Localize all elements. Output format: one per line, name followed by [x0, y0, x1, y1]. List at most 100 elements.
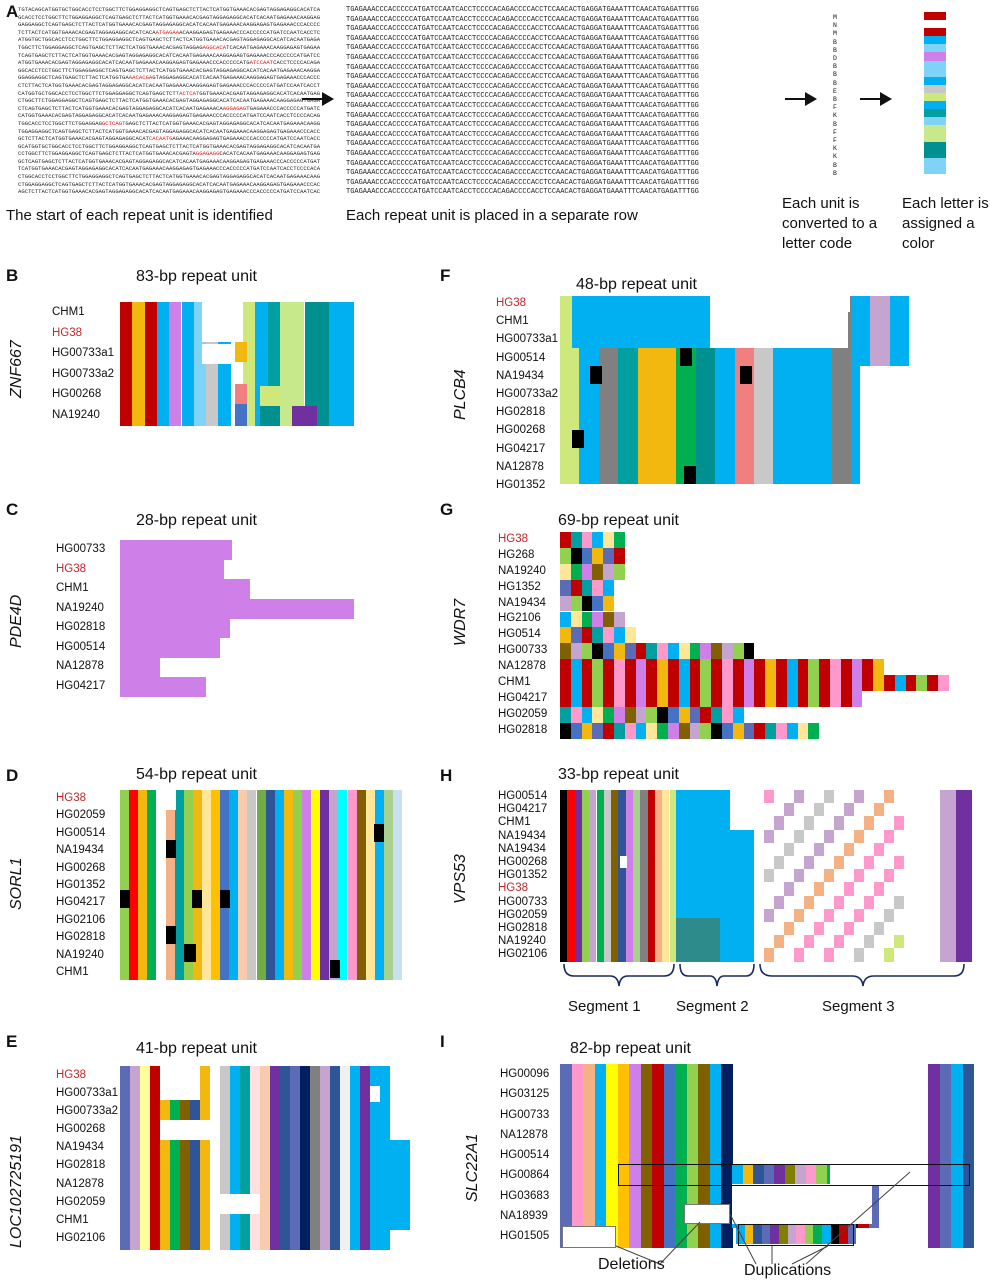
repeat-unit-cell: [646, 659, 658, 676]
panel-h-samples: HG00514 HG04217 CHM1 NA19434 NA19434 HG00268 H…: [498, 790, 547, 961]
blank-cell: [390, 1230, 410, 1250]
repeat-unit-column: [870, 1064, 882, 1248]
repeat-unit-cell: [235, 404, 247, 426]
repeat-unit-column: [200, 1066, 210, 1250]
repeat-unit-column: [370, 1066, 380, 1250]
repeat-unit-cell: [120, 559, 224, 580]
repeat-unit-cell: [624, 675, 636, 691]
repeat-unit-cell: [824, 829, 834, 843]
sample-label: NA19434: [496, 369, 544, 382]
repeat-unit-cell: [603, 627, 614, 644]
panel-g-heatmap: [560, 532, 970, 740]
deletion-box-right: [684, 1204, 730, 1224]
repeat-unit-cell: [581, 563, 593, 580]
repeat-unit-cell: [851, 675, 863, 691]
repeat-unit-cell: [614, 563, 625, 580]
panel-h-heatmap: [560, 790, 972, 962]
sample-label: HG00514: [56, 826, 106, 839]
letter-code: K: [833, 145, 837, 153]
sample-label: CHM1: [498, 676, 531, 689]
repeat-unit-cell: [873, 659, 884, 676]
repeat-unit-cell: [560, 706, 571, 723]
repeat-unit-cell: [678, 643, 690, 660]
blank-cell: [820, 296, 850, 312]
deletion-box-left: [562, 1226, 616, 1248]
repeat-unit-column: [721, 1064, 733, 1248]
panel-g-gene: WDR7: [452, 598, 469, 646]
color-swatch: [924, 44, 946, 53]
repeat-unit-cell: [614, 643, 625, 660]
sample-label: HG00514: [56, 640, 106, 653]
repeat-unit-cell: [819, 659, 830, 676]
repeat-unit-cell: [764, 790, 954, 910]
repeat-unit-column: [905, 1064, 917, 1248]
sample-label: HG02818: [498, 921, 548, 934]
repeat-unit-cell: [819, 675, 830, 691]
repeat-unit-cell: [765, 675, 776, 691]
repeat-unit-cell: [614, 706, 625, 723]
sample-label: HG00268: [52, 388, 102, 400]
blank-cell: [620, 856, 627, 868]
repeat-unit-column: [340, 1066, 350, 1250]
sample-label: NA19240: [56, 601, 104, 614]
repeat-unit-cell: [700, 659, 712, 676]
repeat-unit-cell: [765, 659, 776, 676]
repeat-unit-column: [709, 1064, 721, 1248]
repeat-unit-cell: [776, 659, 787, 676]
sample-label: HG38: [496, 297, 527, 309]
missing-cell: [740, 366, 752, 384]
repeat-unit-column: [374, 790, 384, 980]
panel-f-title: 48-bp repeat unit: [576, 276, 697, 293]
segment-1-label: Segment 1: [568, 998, 641, 1015]
missing-cell: [120, 890, 130, 908]
repeat-unit-cell: [784, 882, 794, 896]
panel-i-gene: SLC22A1: [464, 1133, 481, 1203]
repeat-unit-column: [633, 790, 641, 962]
repeat-unit-cell: [614, 611, 625, 628]
repeat-unit-cell: [260, 386, 280, 406]
repeat-unit-cell: [603, 643, 614, 660]
repeat-unit-column: [662, 790, 670, 962]
repeat-unit-cell: [581, 547, 593, 564]
repeat-unit-column: [893, 1064, 905, 1248]
repeat-unit-cell: [776, 722, 787, 739]
repeat-unit-cell: [776, 675, 787, 691]
panel-c-heatmap: [120, 540, 360, 697]
sample-label: HG02818: [498, 723, 548, 736]
repeat-unit-cell: [570, 675, 582, 691]
repeat-unit-column: [596, 790, 604, 962]
letter-code: B: [833, 161, 837, 169]
repeat-unit-column: [292, 302, 305, 426]
repeat-unit-cell: [635, 643, 647, 660]
repeat-unit-cell: [581, 611, 593, 628]
sample-label: HG00733a1: [496, 333, 559, 346]
repeat-unit-cell: [770, 1224, 779, 1244]
repeat-unit-column: [280, 1066, 290, 1250]
repeat-unit-column: [836, 1064, 848, 1248]
repeat-unit-cell: [854, 790, 864, 804]
repeat-unit-cell: [804, 1224, 814, 1244]
sample-label: NA12878: [498, 660, 546, 673]
sample-label: HG38: [56, 792, 87, 804]
repeat-unit-cell: [956, 790, 972, 962]
repeat-unit-cell: [570, 595, 582, 612]
letter-code: F: [833, 128, 837, 136]
repeat-unit-column: [169, 302, 182, 426]
missing-cell: [560, 908, 567, 920]
repeat-unit-column: [210, 1066, 220, 1250]
repeat-unit-cell: [614, 547, 625, 564]
sample-label: HG38: [52, 326, 83, 339]
repeat-unit-cell: [120, 676, 206, 697]
repeat-unit-cell: [678, 675, 690, 691]
repeat-unit-column: [320, 790, 330, 980]
sample-label: HG02106: [56, 1231, 106, 1244]
color-swatch: [924, 52, 946, 61]
sample-label: HG00733a2: [496, 387, 559, 400]
repeat-unit-cell: [581, 627, 593, 644]
sample-label: HG02106: [56, 913, 106, 926]
repeat-unit-cell: [765, 722, 776, 739]
sample-label: HG1352: [498, 580, 541, 593]
repeat-unit-cell: [120, 579, 250, 599]
repeat-unit-cell: [614, 627, 625, 644]
caption-letter-code: Each unit is converted to a letter code: [782, 195, 878, 252]
